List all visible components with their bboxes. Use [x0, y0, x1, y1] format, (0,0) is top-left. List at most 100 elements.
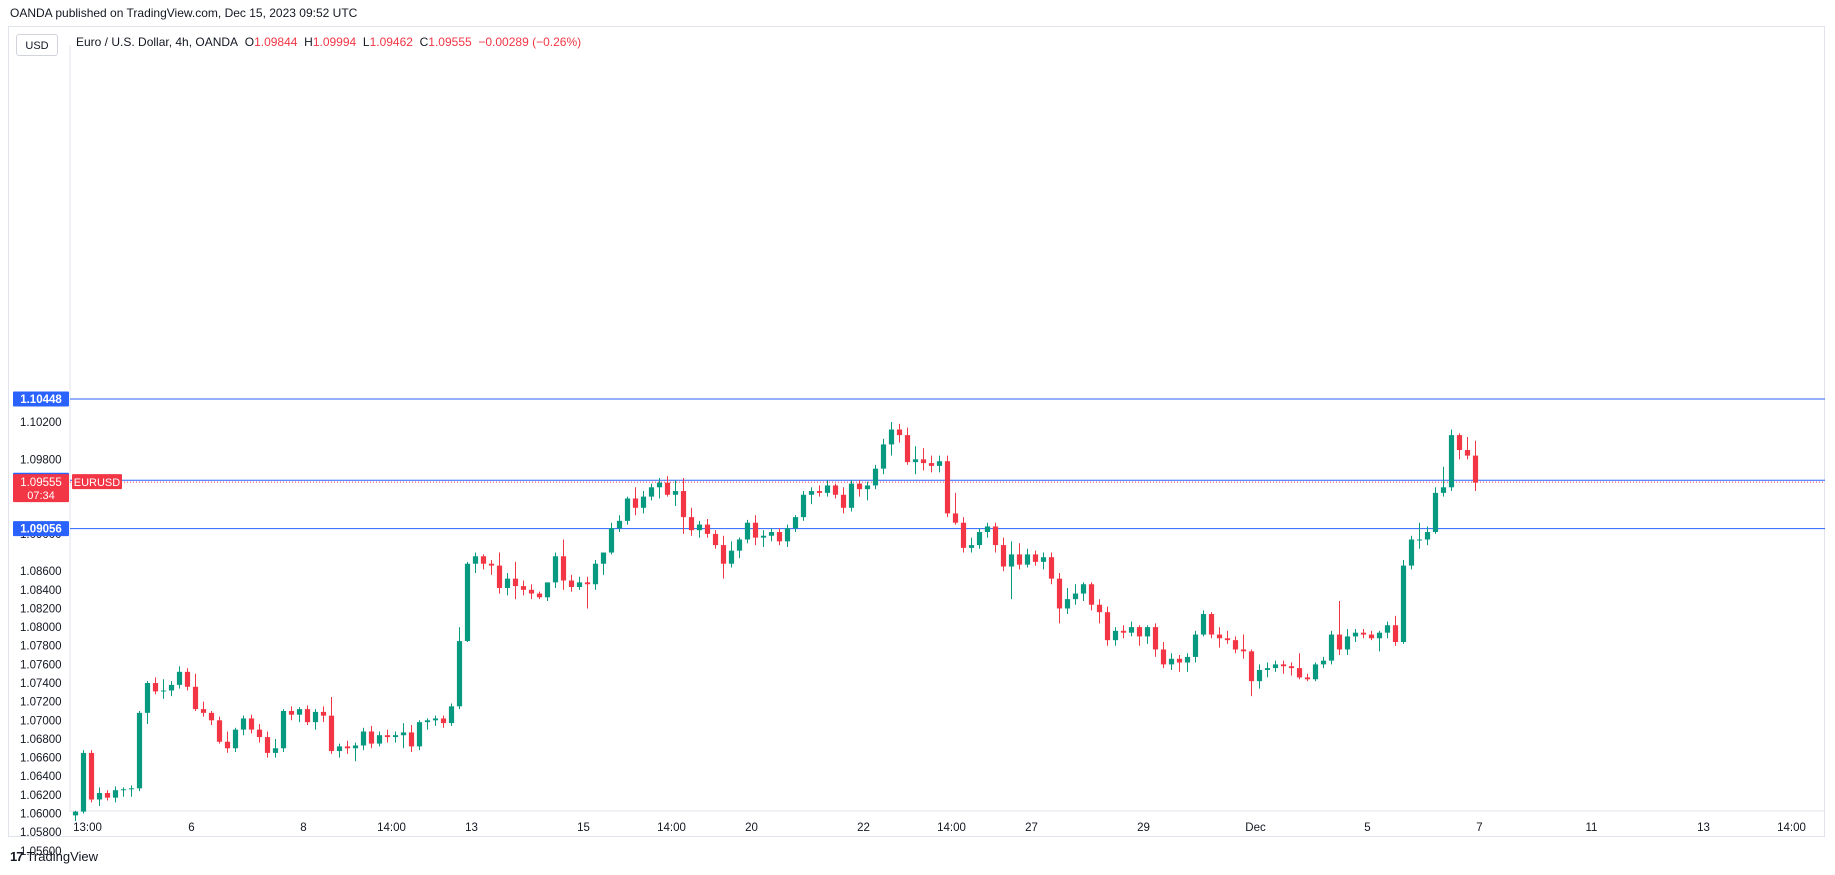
candle-body [448, 706, 455, 724]
candle-body [1400, 565, 1407, 643]
candle-body [976, 532, 983, 546]
candle-body [1048, 557, 1055, 579]
candle-body [656, 482, 663, 488]
candle-body [1360, 632, 1367, 635]
x-tick-label: 13:00 [73, 822, 102, 834]
candle-body [936, 461, 943, 466]
candle-body [1408, 539, 1415, 566]
candle-body [808, 491, 815, 495]
candle-body [552, 556, 559, 583]
last-price-badge [13, 474, 69, 503]
candle-body [1456, 435, 1463, 451]
candle-body [464, 563, 471, 642]
candle-body [776, 532, 783, 542]
candle-body [1032, 554, 1039, 562]
candle-body [792, 517, 799, 529]
symbol-legend: Euro / U.S. Dollar, 4h, OANDA O1.09844 H… [76, 35, 581, 49]
candle-body [1392, 625, 1399, 643]
candle-body [1296, 668, 1303, 678]
candle-body [232, 729, 239, 749]
candle-body [1368, 634, 1375, 639]
candle-body [1112, 630, 1119, 641]
candle-body [968, 545, 975, 548]
candle-body [584, 582, 591, 585]
candle-body [568, 580, 575, 588]
candle-body [1312, 664, 1319, 680]
candle-body [328, 715, 335, 752]
candle-body [1416, 539, 1423, 541]
candle-body [1328, 634, 1335, 661]
x-tick-label: 11 [1586, 822, 1598, 834]
candle-body [920, 459, 927, 464]
candle-body [1160, 649, 1167, 665]
candle-body [1424, 532, 1431, 540]
candle-body [984, 526, 991, 533]
candle-body [1088, 584, 1095, 605]
candle-body [1008, 554, 1015, 567]
y-tick-label: 1.06800 [20, 734, 62, 746]
candle-body [1336, 634, 1343, 650]
candle-body [1384, 625, 1391, 633]
candle-body [296, 709, 303, 715]
candle-body [1232, 640, 1239, 650]
x-tick-label: 13 [1697, 822, 1710, 834]
chart-frame [8, 26, 1825, 837]
currency-unit-button[interactable]: USD [16, 34, 58, 56]
tradingview-brand[interactable]: 17 TradingView [10, 849, 98, 864]
candle-body [1056, 578, 1063, 609]
candle-body [1104, 612, 1111, 641]
x-tick-label: 8 [300, 822, 306, 834]
candle-body [360, 731, 367, 746]
x-tick-label: 27 [1025, 822, 1038, 834]
candle-body [224, 741, 231, 749]
candle-body [912, 459, 919, 463]
candle-body [144, 683, 151, 713]
x-tick-label: 14:00 [377, 822, 406, 834]
candle-body [824, 485, 831, 493]
candle-body [216, 720, 223, 742]
candle-body [544, 582, 551, 598]
x-tick-label: 14:00 [937, 822, 966, 834]
candle-body [1192, 634, 1199, 657]
candle-body [184, 671, 191, 687]
candle-body [488, 563, 495, 566]
candle-body [1040, 557, 1047, 562]
instrument-name[interactable]: Euro / U.S. Dollar, 4h, OANDA [76, 35, 239, 49]
y-tick-label: 1.06000 [20, 809, 62, 821]
candle-body [560, 556, 567, 581]
candle-body [1264, 668, 1271, 670]
candle-body [640, 496, 647, 508]
candle-body [768, 532, 775, 536]
high-label: H [304, 35, 313, 49]
candle-body [1288, 666, 1295, 669]
tradingview-logo-icon: 17 [10, 849, 24, 864]
candle-body [72, 811, 79, 816]
candle-body [1448, 435, 1455, 488]
last-price-countdown: 07:34 [27, 490, 55, 502]
candle-body [1280, 664, 1287, 667]
candle-body [664, 482, 671, 495]
candle-body [1304, 677, 1311, 680]
candle-body [1240, 649, 1247, 652]
candle-body [1064, 599, 1071, 609]
candle-body [368, 731, 375, 744]
candle-body [680, 491, 687, 518]
candle-body [376, 735, 383, 744]
candle-body [1256, 669, 1263, 682]
candle-body [136, 712, 143, 789]
symbol-tag-label: EURUSD [74, 477, 121, 489]
candle-body [496, 565, 503, 588]
candle-body [600, 552, 607, 564]
candle-body [832, 485, 839, 495]
x-tick-label: 14:00 [1777, 822, 1806, 834]
candle-body [280, 710, 287, 749]
y-tick-label: 1.10200 [20, 417, 62, 429]
price-line-label: 1.10448 [20, 394, 62, 406]
price-line-label: 1.09056 [20, 524, 62, 536]
candle-body [1272, 664, 1279, 669]
candle-body [1176, 658, 1183, 663]
candle-body [248, 718, 255, 730]
y-tick-label: 1.05600 [20, 846, 62, 858]
candle-body [168, 684, 175, 691]
